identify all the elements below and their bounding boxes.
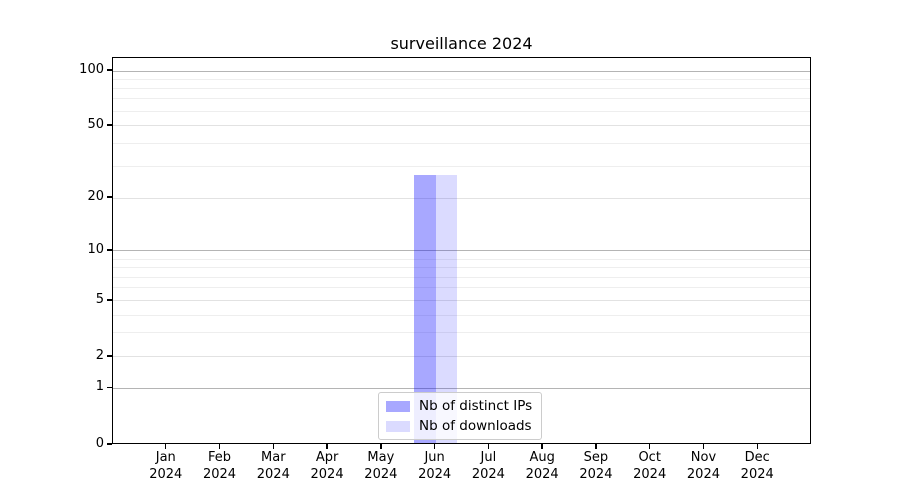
minor-gridline xyxy=(113,331,810,333)
gridline xyxy=(113,70,810,72)
x-tick xyxy=(165,444,167,449)
x-tick-year: 2024 xyxy=(202,466,237,482)
gridline xyxy=(113,387,810,389)
x-tick-label: Mar 2024 xyxy=(241,450,305,483)
x-tick-label: Sep 2024 xyxy=(564,450,628,483)
minor-gridline xyxy=(113,110,810,112)
gridline xyxy=(113,250,810,252)
gridline xyxy=(113,125,810,127)
minor-gridline xyxy=(113,266,810,268)
minor-gridline xyxy=(113,314,810,316)
bar-nb-of-downloads xyxy=(435,175,458,443)
x-tick-month: Sep xyxy=(583,450,609,465)
y-tick xyxy=(106,386,112,389)
x-tick-month: Mar xyxy=(261,450,286,465)
x-tick-year: 2024 xyxy=(471,466,505,482)
minor-gridline xyxy=(113,287,810,289)
legend-swatch-icon xyxy=(386,400,410,412)
x-tick xyxy=(272,444,274,449)
x-tick xyxy=(326,444,328,449)
y-tick xyxy=(106,196,112,198)
minor-gridline xyxy=(113,88,810,90)
legend-label: Nb of distinct IPs xyxy=(419,398,533,414)
chart-title: surveillance 2024 xyxy=(390,34,533,53)
x-tick xyxy=(702,444,705,449)
y-tick-label: 10 xyxy=(87,241,104,257)
y-tick xyxy=(106,69,112,71)
gridline xyxy=(113,197,810,199)
x-tick-label: Jun 2024 xyxy=(403,450,467,483)
legend-row: Nb of downloads xyxy=(386,417,532,435)
y-tick-label: 0 xyxy=(95,436,104,451)
x-tick xyxy=(756,444,758,449)
x-tick-year: 2024 xyxy=(686,466,720,482)
y-tick-label: 20 xyxy=(87,189,104,205)
x-tick-label: Jul 2024 xyxy=(456,450,520,483)
x-tick-label: Aug 2024 xyxy=(510,450,574,483)
x-tick-label: Oct 2024 xyxy=(618,450,682,483)
legend-label: Nb of downloads xyxy=(419,418,532,434)
x-tick-month: May xyxy=(367,450,395,465)
gridline xyxy=(113,356,810,358)
x-tick xyxy=(433,444,436,449)
minor-gridline xyxy=(113,165,810,167)
x-tick-year: 2024 xyxy=(310,466,344,482)
bar-nb-of-distinct-ips xyxy=(414,175,436,443)
minor-gridline xyxy=(113,143,810,145)
x-tick xyxy=(595,444,597,449)
y-tick xyxy=(106,443,112,445)
x-tick-label: Feb 2024 xyxy=(188,450,252,483)
x-tick-year: 2024 xyxy=(633,466,667,482)
x-tick-label: Jan 2024 xyxy=(134,450,198,483)
x-tick-year: 2024 xyxy=(364,466,398,482)
x-tick-month: Apr xyxy=(315,450,339,465)
x-tick xyxy=(541,444,543,449)
y-tick xyxy=(106,355,112,357)
legend: Nb of distinct IPs Nb of downloads xyxy=(378,392,543,440)
minor-gridline xyxy=(113,258,810,260)
minor-gridline xyxy=(113,78,810,80)
x-tick-month: Oct xyxy=(638,450,661,465)
x-tick-label: Dec 2024 xyxy=(725,450,789,483)
x-tick xyxy=(648,444,651,449)
x-tick-month: Jan xyxy=(155,450,176,465)
x-tick-month: Feb xyxy=(208,450,232,465)
x-tick-month: Jul xyxy=(480,450,497,465)
gridline xyxy=(113,300,810,302)
x-tick-year: 2024 xyxy=(256,466,290,482)
y-tick-label: 5 xyxy=(95,291,104,307)
x-tick-year: 2024 xyxy=(525,466,559,482)
legend-row: Nb of distinct IPs xyxy=(386,397,532,415)
x-tick-month: Nov xyxy=(690,450,717,465)
x-tick-label: Apr 2024 xyxy=(295,450,359,483)
x-tick-year: 2024 xyxy=(418,466,452,482)
legend-swatch-icon xyxy=(386,420,410,432)
x-tick xyxy=(487,444,490,449)
y-tick-label: 100 xyxy=(79,62,104,77)
x-tick xyxy=(380,444,382,449)
y-tick xyxy=(106,249,112,251)
minor-gridline xyxy=(113,98,810,100)
x-tick-year: 2024 xyxy=(579,466,613,482)
x-tick-month: Dec xyxy=(744,450,770,465)
x-tick-year: 2024 xyxy=(740,466,774,482)
y-tick xyxy=(106,124,112,126)
x-tick-label: Nov 2024 xyxy=(671,450,735,483)
y-tick-label: 2 xyxy=(95,347,104,363)
x-tick-month: Aug xyxy=(529,450,555,465)
y-tick xyxy=(106,299,112,301)
x-tick-label: May 2024 xyxy=(349,450,413,483)
minor-gridline xyxy=(113,276,810,278)
y-tick-label: 50 xyxy=(87,116,104,132)
x-tick-month: Jun xyxy=(424,450,445,465)
x-tick xyxy=(218,444,221,449)
y-tick-label: 1 xyxy=(95,379,104,395)
plot-area xyxy=(112,57,811,444)
x-tick-year: 2024 xyxy=(149,466,183,482)
